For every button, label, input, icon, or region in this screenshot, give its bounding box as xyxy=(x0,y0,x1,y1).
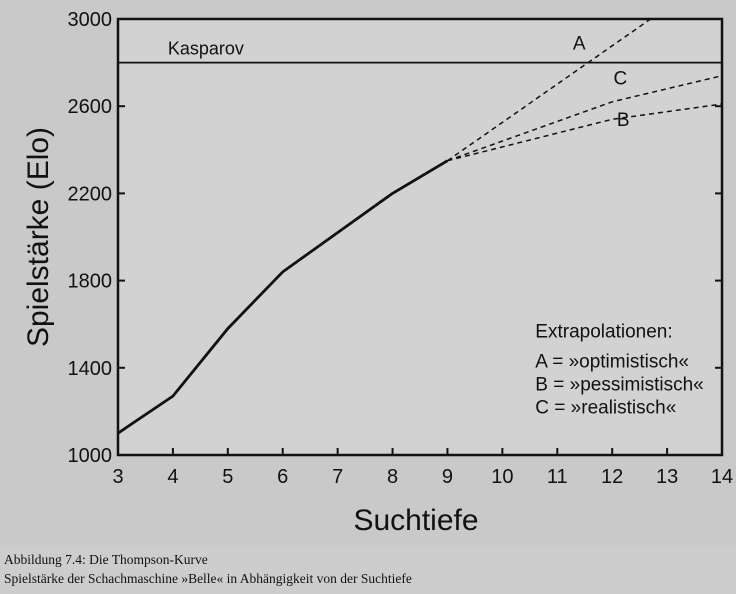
series-line-c xyxy=(447,74,723,162)
kasparov-label: Kasparov xyxy=(168,39,244,59)
y-tick-label: 1800 xyxy=(68,271,113,293)
legend-entry: C = »realistisch« xyxy=(535,397,676,418)
x-tick-label: 10 xyxy=(491,466,513,488)
caption-title: Abbildung 7.4: Die Thompson-Kurve xyxy=(4,552,208,567)
y-tick-label: 1000 xyxy=(68,445,113,467)
x-tick-label: 11 xyxy=(547,466,568,488)
y-tick-label: 1400 xyxy=(68,358,113,380)
plot-area xyxy=(116,17,724,457)
series-line-b xyxy=(447,103,723,162)
series-label-b: B xyxy=(617,110,630,131)
x-tick-label: 6 xyxy=(277,466,288,488)
legend-entry: B = »pessimistisch« xyxy=(535,374,703,395)
series-line-measured xyxy=(117,159,449,435)
x-tick-label: 14 xyxy=(711,466,733,488)
x-tick-label: 4 xyxy=(167,466,178,488)
figure-caption: Abbildung 7.4: Die Thompson-Kurve Spiels… xyxy=(4,550,732,588)
y-axis-title: Spielstärke (Elo) xyxy=(22,127,55,347)
chart: 1000 1400 1800 2200 2600 3000 3 4 5 6 7 8 9 10 11 12 13 1… xyxy=(22,9,733,537)
caption-subtitle: Spielstärke der Schachmaschine »Belle« i… xyxy=(4,571,412,586)
x-axis-title: Suchtiefe xyxy=(353,504,478,537)
x-tick-label: 7 xyxy=(332,466,343,488)
x-tick-label: 12 xyxy=(601,466,623,488)
y-tick-label: 2600 xyxy=(68,96,113,118)
x-tick-label: 3 xyxy=(112,466,123,488)
x-tick-label: 9 xyxy=(442,466,453,488)
y-tick-label: 3000 xyxy=(68,9,113,31)
legend-title: Extrapolationen: xyxy=(535,321,672,342)
x-tick-label: 8 xyxy=(387,466,398,488)
legend-entry: A = »optimistisch« xyxy=(535,351,689,372)
x-tick-label: 13 xyxy=(656,466,678,488)
x-tick-label: 5 xyxy=(222,466,233,488)
series-label-c: C xyxy=(614,68,628,89)
series-label-a: A xyxy=(573,34,586,55)
y-tick-label: 2200 xyxy=(68,183,113,205)
thompson-figure: 1000 1400 1800 2200 2600 3000 3 4 5 6 7 8 9 10 11 12 13 1… xyxy=(22,9,734,537)
